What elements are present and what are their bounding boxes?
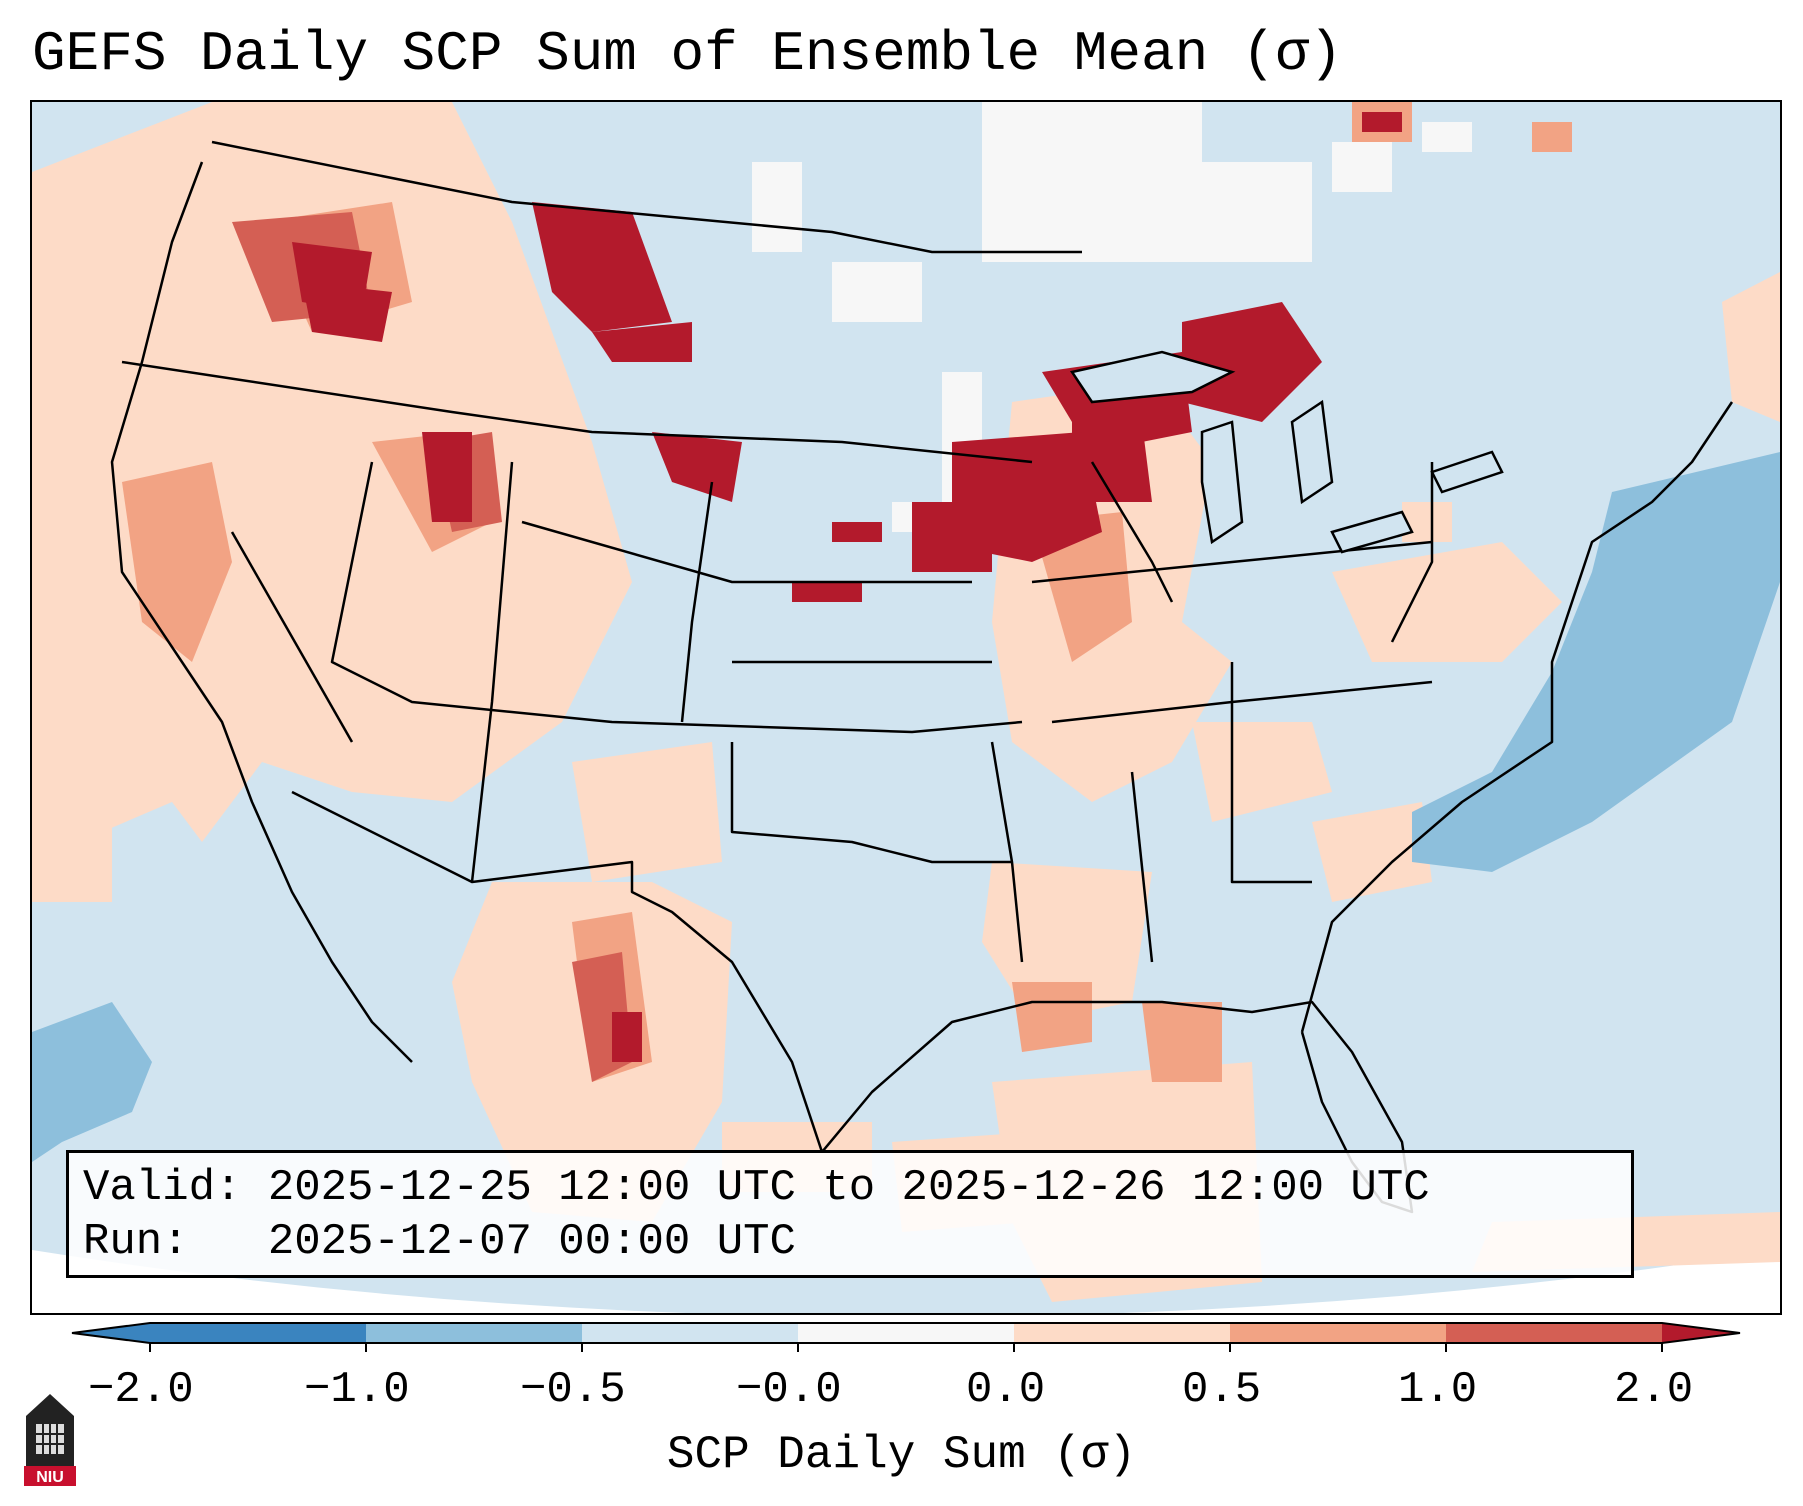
logo-text: NIU (36, 1469, 64, 1486)
colorbar (71, 1322, 1741, 1352)
run-label: Run: (83, 1217, 189, 1267)
colorbar-ticks (149, 1343, 1663, 1352)
colorbar-tick-label: −0.0 (736, 1365, 842, 1415)
map-panel (30, 100, 1782, 1315)
colorbar-tick-label: −0.5 (520, 1365, 626, 1415)
light-blue-fields (32, 452, 1780, 1162)
valid-value: 2025-12-25 12:00 UTC to 2025-12-26 12:00… (267, 1163, 1430, 1213)
great-lakes (1069, 350, 1504, 554)
state-borders (110, 140, 1734, 1214)
colorbar-segment (1446, 1323, 1662, 1343)
colorbar-tick-label: 0.5 (1182, 1365, 1262, 1415)
colorbar-tick-label: −2.0 (88, 1365, 194, 1415)
valid-info-box: Valid: 2025-12-25 12:00 UTC to 2025-12-2… (66, 1150, 1634, 1278)
colorbar-segment (1014, 1323, 1230, 1343)
run-value: 2025-12-07 00:00 UTC (267, 1217, 796, 1267)
map-canvas (32, 102, 1780, 1313)
colorbar-tick-label: 2.0 (1614, 1365, 1694, 1415)
colorbar-tick-label: 0.0 (966, 1365, 1046, 1415)
colorbar-extend-low (72, 1323, 150, 1343)
colorbar-segment (150, 1323, 366, 1343)
extreme-red-fields (292, 112, 1402, 1062)
chart-title: GEFS Daily SCP Sum of Ensemble Mean (σ) (32, 22, 1343, 86)
colorbar-segment (366, 1323, 582, 1343)
domain-edge-bottom (32, 1250, 1780, 1313)
colorbar-extend-high (1662, 1323, 1740, 1343)
niu-logo: NIU (24, 1394, 76, 1486)
light-red-fields (32, 102, 1780, 1302)
colorbar-segment (582, 1323, 798, 1343)
valid-label: Valid: (83, 1163, 242, 1213)
valid-line: Valid: 2025-12-25 12:00 UTC to 2025-12-2… (83, 1161, 1617, 1215)
colorbar-segment (798, 1323, 1014, 1343)
colorbar-tick-label: −1.0 (304, 1365, 410, 1415)
colorbar-title: SCP Daily Sum (σ) (666, 1429, 1137, 1481)
colorbar-tick-label: 1.0 (1398, 1365, 1478, 1415)
colorbar-segment (1230, 1323, 1446, 1343)
run-line: Run: 2025-12-07 00:00 UTC (83, 1215, 1617, 1269)
